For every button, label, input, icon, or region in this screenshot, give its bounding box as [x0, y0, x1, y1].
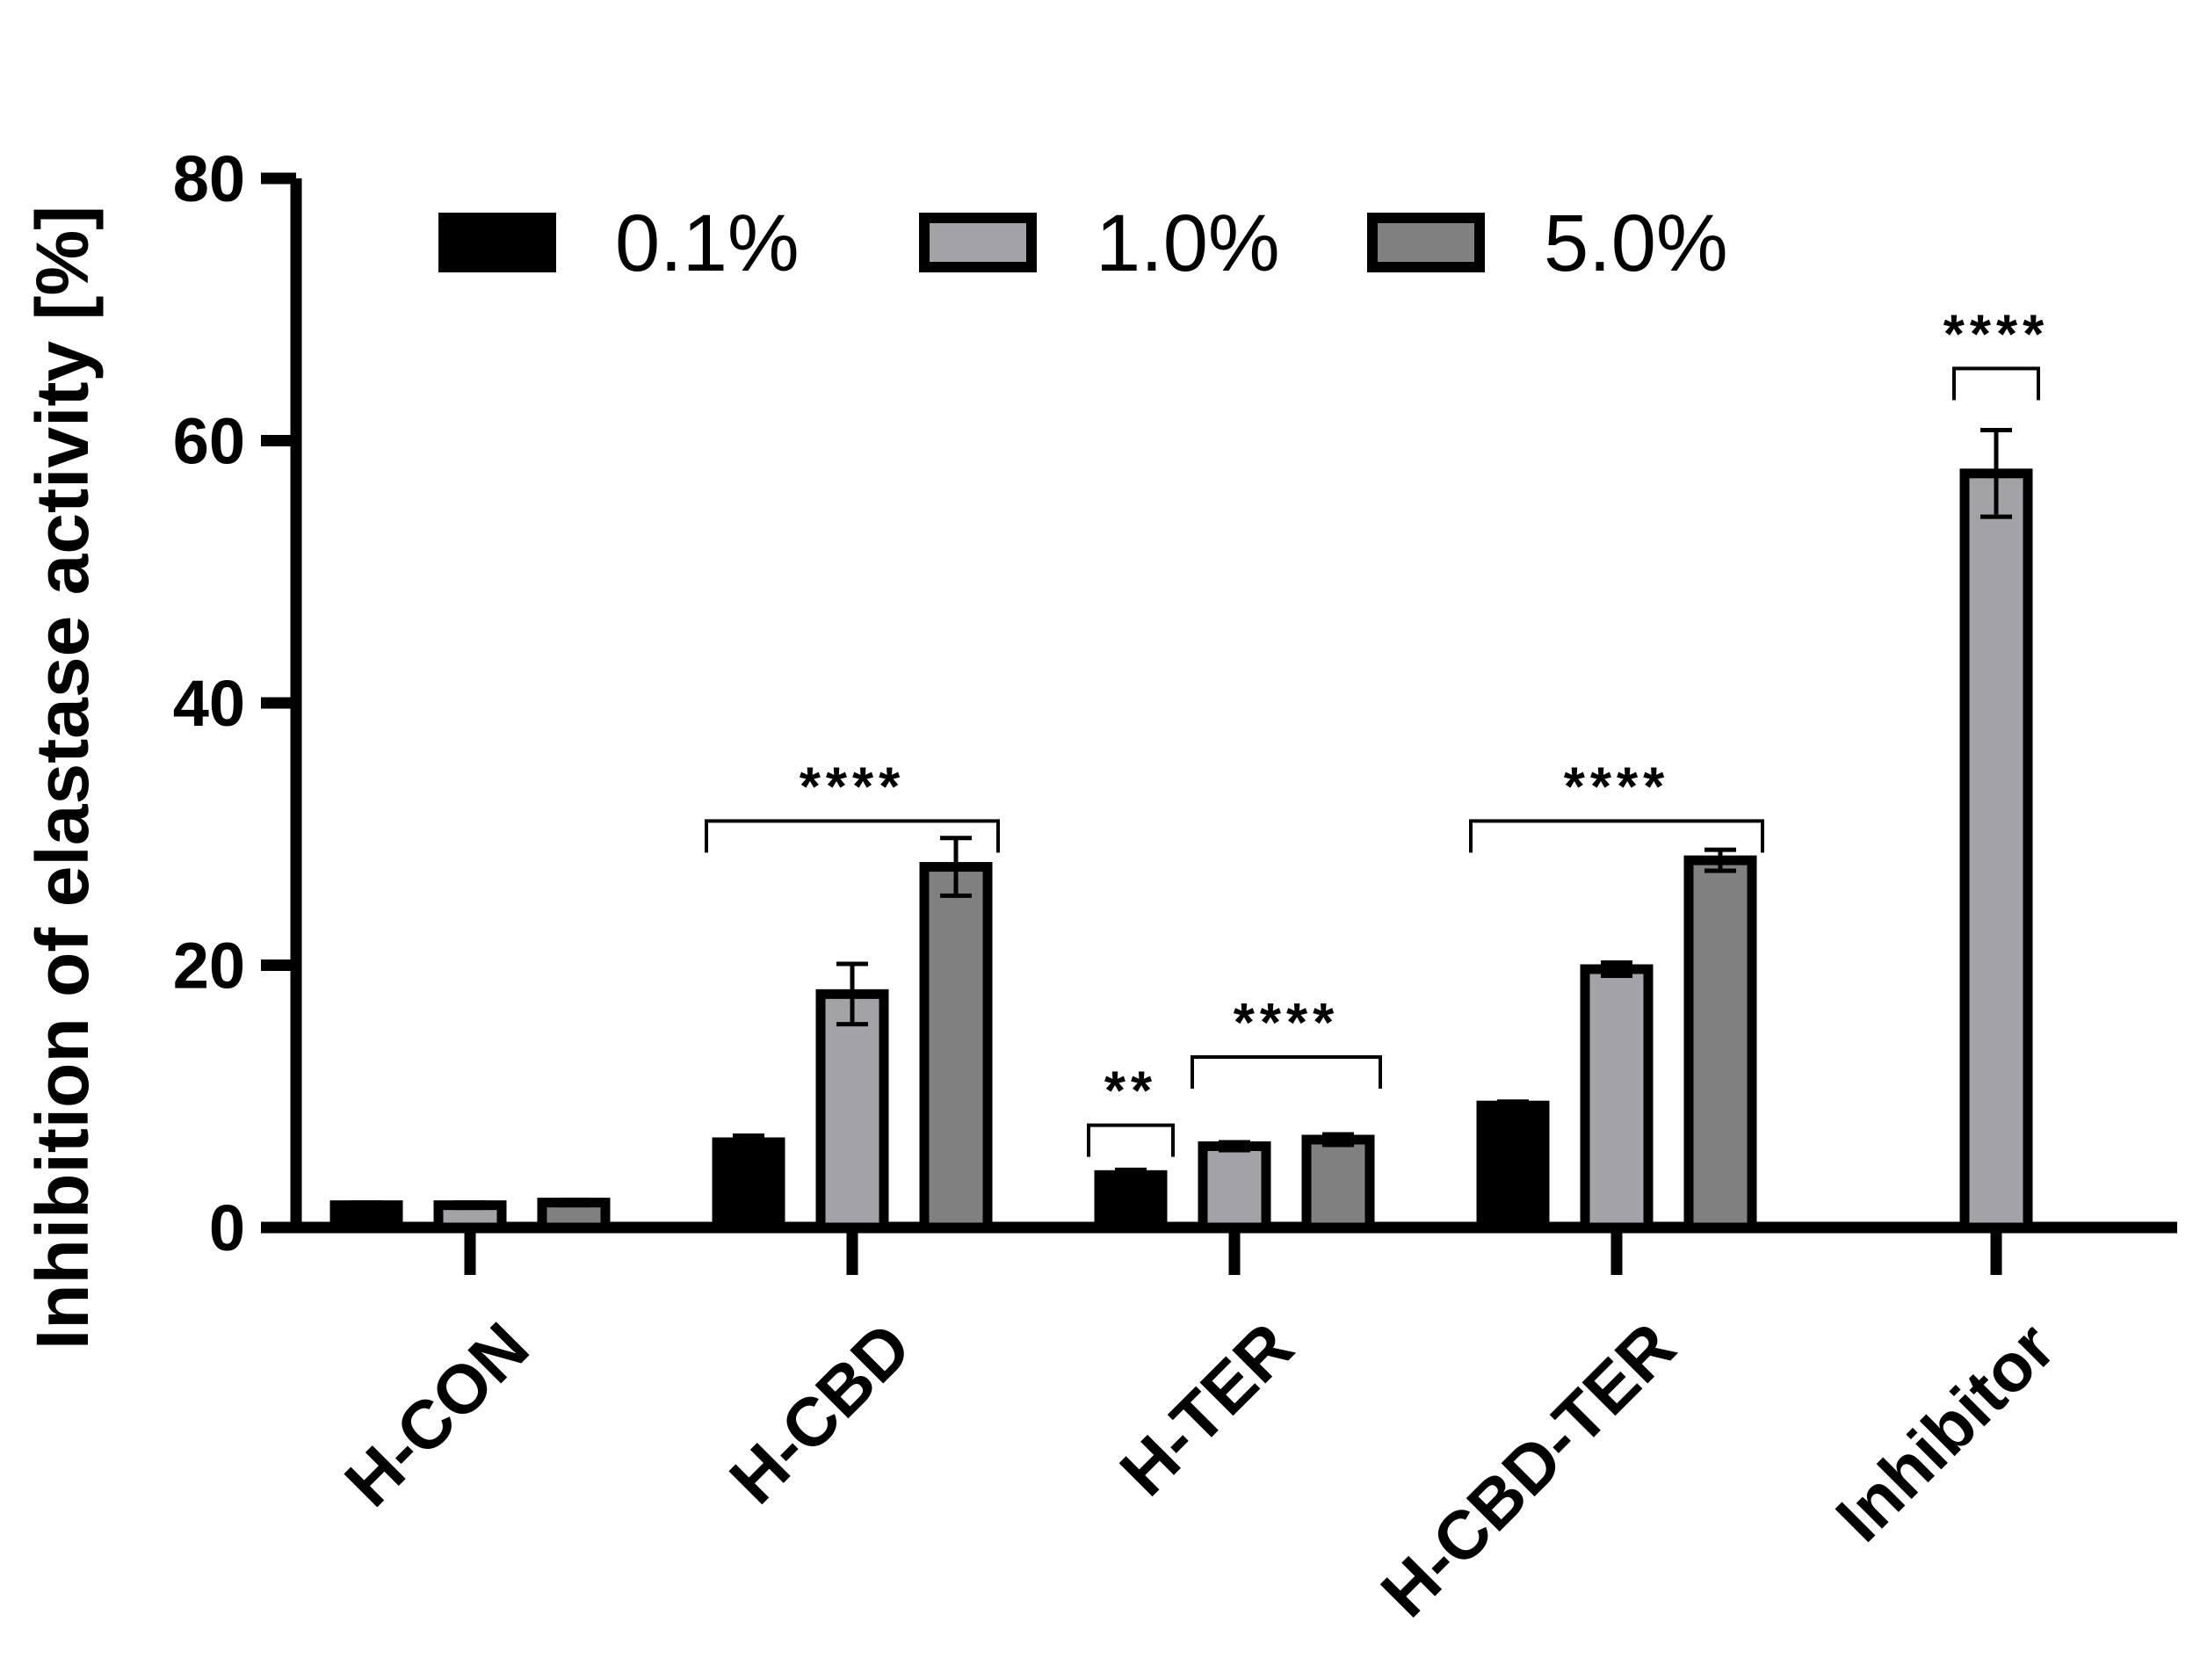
- bar: [1476, 1100, 1550, 1233]
- y-tick-label: 60: [173, 405, 245, 478]
- y-tick-label: 80: [173, 142, 245, 215]
- x-category-label: H-CBD-TER: [1366, 1307, 1690, 1632]
- bar: [1198, 1141, 1271, 1233]
- bar: [1301, 1134, 1375, 1233]
- y-axis-label: Inhibition of elastase activity [%]: [21, 206, 104, 1350]
- bar: [1683, 855, 1757, 1233]
- significance-bracket: [1087, 1123, 1175, 1157]
- bar: [1580, 964, 1654, 1233]
- x-category-label: Inhibitor: [1821, 1307, 2070, 1556]
- significance-label: **: [1104, 1061, 1157, 1122]
- significance-bracket: [1469, 819, 1764, 853]
- significance-label: ****: [1234, 993, 1340, 1054]
- y-tick-label: 0: [209, 1191, 245, 1264]
- bar: [712, 1137, 785, 1233]
- y-tick-label: 40: [173, 667, 245, 740]
- significance-label: ****: [1943, 304, 2050, 365]
- y-tick-label: 20: [173, 930, 245, 1003]
- legend-label: 5.0%: [1544, 199, 1728, 288]
- x-category-label: H-CON: [329, 1307, 543, 1521]
- legend-swatch: [438, 213, 556, 272]
- significance-label: ****: [1564, 757, 1670, 817]
- x-category-label: H-CBD: [714, 1307, 925, 1518]
- plot-area: 0 20 40 60 80 H-CON H-CBD H-TER H-CBD-TER Inhibit…: [173, 142, 2177, 1632]
- bar: [919, 862, 993, 1233]
- bar: [1094, 1169, 1168, 1233]
- legend-swatch: [1367, 213, 1485, 272]
- significance-bracket: [1952, 366, 2040, 401]
- bar: [1959, 468, 2033, 1233]
- legend-label: 1.0%: [1096, 199, 1280, 288]
- significance-bracket: [1191, 1054, 1382, 1089]
- legend: 0.1% 1.0% 5.0%: [438, 199, 1728, 288]
- legend-label: 0.1%: [615, 199, 800, 288]
- significance-bracket: [705, 819, 1000, 853]
- legend-swatch: [919, 213, 1037, 272]
- bar: [815, 988, 889, 1233]
- x-category-label: H-TER: [1105, 1307, 1308, 1510]
- significance-label: ****: [800, 757, 906, 817]
